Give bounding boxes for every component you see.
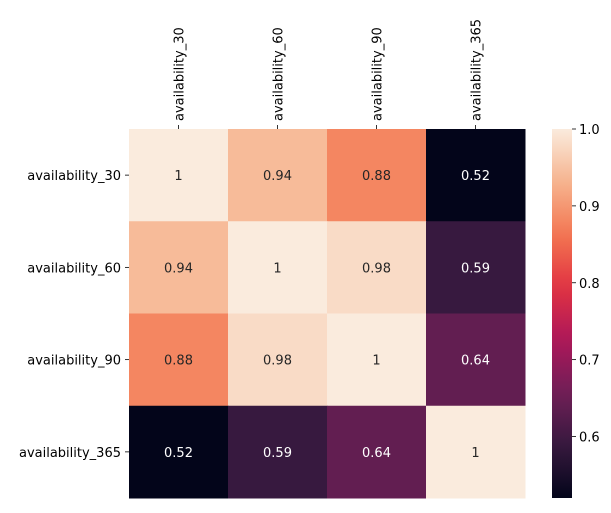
heatmap-cell-1-2 xyxy=(327,221,427,314)
heatmap-cell-0-1 xyxy=(228,129,328,222)
heatmap-annotations: 1 0.94 0.88 0.52 0.94 1 0.98 0.59 0.88 0.98 1 0.64 0… xyxy=(164,169,490,461)
cell-annotation-0-2: 0.88 xyxy=(362,169,391,184)
heatmap-cell-1-0 xyxy=(129,221,229,314)
cell-annotation-1-0: 0.94 xyxy=(164,261,193,276)
heatmap-cell-0-0 xyxy=(129,129,229,222)
heatmap-cell-3-0 xyxy=(129,405,229,499)
heatmap-cell-2-0 xyxy=(129,313,229,407)
y-axis-ticks: availability_30 availability_60 availabili… xyxy=(19,169,129,461)
cell-annotation-3-2: 0.64 xyxy=(362,446,391,461)
y-tick-label: availability_90 xyxy=(27,354,121,369)
heatmap-cell-3-3 xyxy=(426,405,526,499)
colorbar-tick-label: 0.9 xyxy=(579,200,600,215)
colorbar-gradient xyxy=(552,129,572,498)
colorbar-tick-label: 0.6 xyxy=(579,431,600,446)
cell-annotation-3-0: 0.52 xyxy=(164,446,193,461)
cell-annotation-3-1: 0.59 xyxy=(263,446,292,461)
cell-annotation-2-1: 0.98 xyxy=(263,354,292,369)
y-tick-label: availability_60 xyxy=(27,261,121,276)
cell-annotation-2-0: 0.88 xyxy=(164,354,193,369)
heatmap-cell-0-3 xyxy=(426,129,526,222)
heatmap-cell-0-2 xyxy=(327,129,427,222)
heatmap-cells xyxy=(129,129,526,499)
cell-annotation-1-1: 1 xyxy=(273,261,281,276)
x-tick-label: availability_30 xyxy=(173,27,188,121)
cell-annotation-2-2: 1 xyxy=(372,354,380,369)
x-tick-label: availability_60 xyxy=(272,27,287,121)
colorbar-tick-label: 0.7 xyxy=(579,354,600,369)
y-tick-label: availability_365 xyxy=(19,446,121,461)
colorbar-tick-label: 1.0 xyxy=(579,123,600,138)
cell-annotation-0-3: 0.52 xyxy=(461,169,490,184)
x-axis-ticks: availability_30 availability_60 availabili… xyxy=(173,19,485,129)
cell-annotation-1-3: 0.59 xyxy=(461,261,490,276)
heatmap-cell-2-1 xyxy=(228,313,328,407)
heatmap-cell-1-1 xyxy=(228,221,328,314)
cell-annotation-3-3: 1 xyxy=(471,446,479,461)
cell-annotation-2-3: 0.64 xyxy=(461,354,490,369)
cell-annotation-1-2: 0.98 xyxy=(362,261,391,276)
colorbar: 0.6 0.7 0.8 0.9 1.0 xyxy=(552,123,600,498)
cell-annotation-0-1: 0.94 xyxy=(263,169,292,184)
heatmap-cell-1-3 xyxy=(426,221,526,314)
colorbar-tick-label: 0.8 xyxy=(579,277,600,292)
heatmap-cell-3-1 xyxy=(228,405,328,499)
x-tick-label: availability_365 xyxy=(470,19,485,121)
heatmap-cell-2-2 xyxy=(327,313,427,407)
x-tick-label: availability_90 xyxy=(371,27,386,121)
heatmap-cell-3-2 xyxy=(327,405,427,499)
cell-annotation-0-0: 1 xyxy=(174,169,182,184)
y-tick-label: availability_30 xyxy=(27,169,121,184)
heatmap-cell-2-3 xyxy=(426,313,526,407)
